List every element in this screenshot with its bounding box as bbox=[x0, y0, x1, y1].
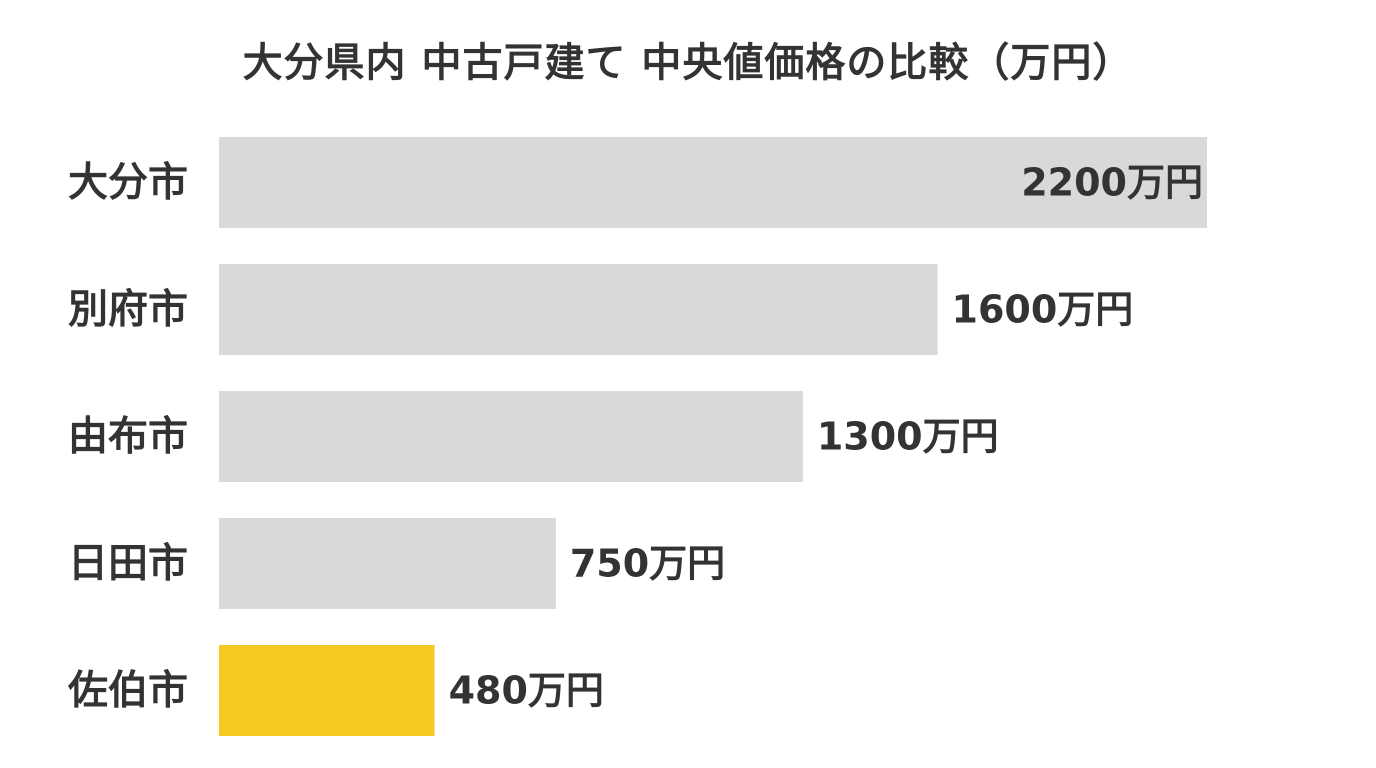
bar-0 bbox=[219, 137, 1207, 228]
value-label-4: 480万円 bbox=[449, 669, 604, 713]
value-label-3: 750万円 bbox=[570, 542, 725, 586]
bar-4 bbox=[219, 645, 435, 736]
category-label-4: 佐伯市 bbox=[67, 668, 188, 714]
bar-2 bbox=[219, 391, 803, 482]
bar-3 bbox=[219, 518, 556, 609]
bar-1 bbox=[219, 264, 938, 355]
chart-title: 大分県内 中古戸建て 中央値価格の比較（万円） bbox=[242, 40, 1134, 86]
category-label-2: 由布市 bbox=[68, 414, 188, 460]
category-label-3: 日田市 bbox=[68, 541, 188, 587]
value-label-1: 1600万円 bbox=[952, 288, 1134, 332]
value-label-2: 1300万円 bbox=[817, 415, 999, 459]
category-label-0: 大分市 bbox=[68, 160, 188, 206]
value-label-0: 2200万円 bbox=[1021, 161, 1203, 205]
category-label-1: 別府市 bbox=[68, 287, 188, 333]
